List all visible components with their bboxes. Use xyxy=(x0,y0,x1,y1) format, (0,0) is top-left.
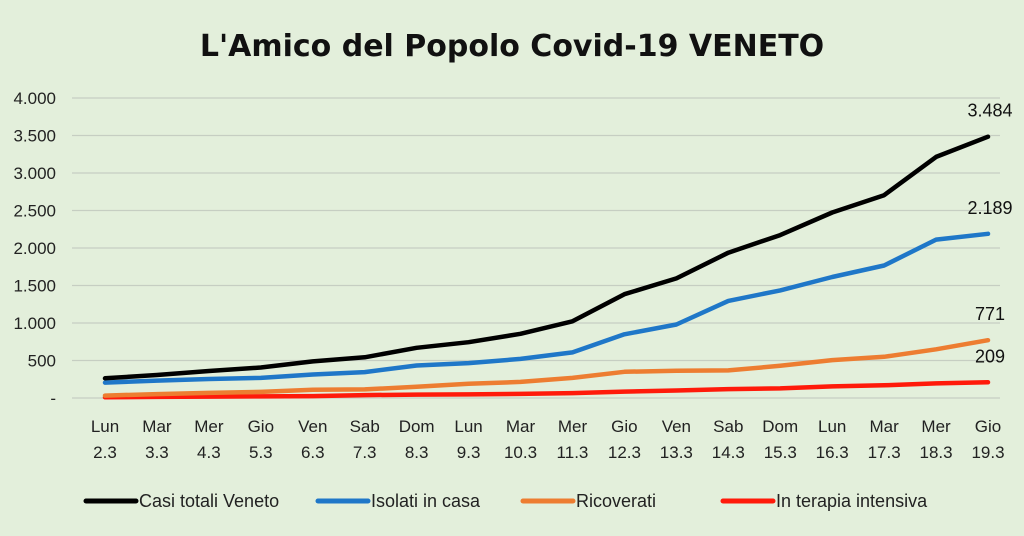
x-tick-day: Gio xyxy=(248,417,274,436)
x-tick-day: Gio xyxy=(611,417,637,436)
y-axis-ticks: - 500 1.000 1.500 2.000 2.500 3.000 3.500 4.000 xyxy=(13,89,56,408)
series-lines xyxy=(102,134,991,400)
x-tick-date: 6.3 xyxy=(301,443,325,462)
x-tick-date: 3.3 xyxy=(145,443,169,462)
x-tick-day: Dom xyxy=(762,417,798,436)
legend-label: Ricoverati xyxy=(576,491,656,511)
x-tick-date: 4.3 xyxy=(197,443,221,462)
chart-title: L'Amico del Popolo Covid-19 VENETO xyxy=(200,29,824,64)
legend-label: Casi totali Veneto xyxy=(139,491,279,511)
x-tick-day: Lun xyxy=(454,417,482,436)
x-tick-date: 16.3 xyxy=(816,443,849,462)
x-tick-date: 12.3 xyxy=(608,443,641,462)
x-tick-date: 11.3 xyxy=(557,443,589,462)
gridlines xyxy=(72,97,1000,399)
x-tick-day: Mer xyxy=(558,417,588,436)
x-tick-date: 9.3 xyxy=(457,443,481,462)
data-label-end: 209 xyxy=(975,346,1005,366)
x-tick-day: Lun xyxy=(91,417,119,436)
y-tick-label: 2.000 xyxy=(13,239,56,258)
x-tick-date: 7.3 xyxy=(353,443,377,462)
x-tick-day: Ven xyxy=(298,417,327,436)
x-tick-date: 2.3 xyxy=(93,443,117,462)
x-tick-day: Dom xyxy=(399,417,435,436)
x-tick-date: 10.3 xyxy=(504,443,537,462)
x-tick-day: Lun xyxy=(818,417,846,436)
x-tick-day: Mer xyxy=(921,417,951,436)
y-tick-label: 500 xyxy=(28,352,56,371)
series-line-ricoverati xyxy=(102,337,991,398)
legend-label: In terapia intensiva xyxy=(776,491,928,511)
x-tick-day: Gio xyxy=(975,417,1001,436)
data-labels: 3.484 2.189 771 209 xyxy=(967,101,1012,367)
x-tick-day: Sab xyxy=(713,417,743,436)
data-label-end: 3.484 xyxy=(967,101,1012,121)
y-tick-label: - xyxy=(50,389,56,408)
data-label-end: 771 xyxy=(975,304,1005,324)
x-tick-date: 14.3 xyxy=(712,443,745,462)
x-tick-date: 15.3 xyxy=(764,443,797,462)
y-tick-label: 3.500 xyxy=(13,127,56,146)
series-line-casi-totali-veneto xyxy=(102,134,991,381)
y-tick-label: 1.500 xyxy=(13,277,56,296)
x-tick-date: 13.3 xyxy=(660,443,693,462)
x-tick-date: 5.3 xyxy=(249,443,273,462)
x-tick-date: 18.3 xyxy=(920,443,953,462)
legend: Casi totali Veneto Isolati in casa Ricover… xyxy=(83,491,928,511)
x-tick-day: Ven xyxy=(662,417,691,436)
x-tick-date: 8.3 xyxy=(405,443,429,462)
x-tick-day: Mar xyxy=(142,417,172,436)
y-tick-label: 3.000 xyxy=(13,164,56,183)
series-line-isolati-in-casa xyxy=(102,231,991,385)
legend-label: Isolati in casa xyxy=(371,491,481,511)
x-tick-day: Mar xyxy=(869,417,899,436)
x-tick-day: Sab xyxy=(350,417,380,436)
x-tick-day: Mer xyxy=(194,417,224,436)
series-line-in-terapia-intensiva xyxy=(102,380,991,400)
x-tick-date: 17.3 xyxy=(868,443,901,462)
y-tick-label: 1.000 xyxy=(13,314,56,333)
x-tick-date: 19.3 xyxy=(971,443,1004,462)
y-tick-label: 4.000 xyxy=(13,89,56,108)
data-label-end: 2.189 xyxy=(967,198,1012,218)
x-axis-ticks: Lun 2.3 Mar 3.3 Mer 4.3 Gio 5.3 Ven 6.3 Sab 7.3 Dom 8… xyxy=(91,417,1005,462)
y-tick-label: 2.500 xyxy=(13,202,56,221)
x-tick-day: Mar xyxy=(506,417,536,436)
